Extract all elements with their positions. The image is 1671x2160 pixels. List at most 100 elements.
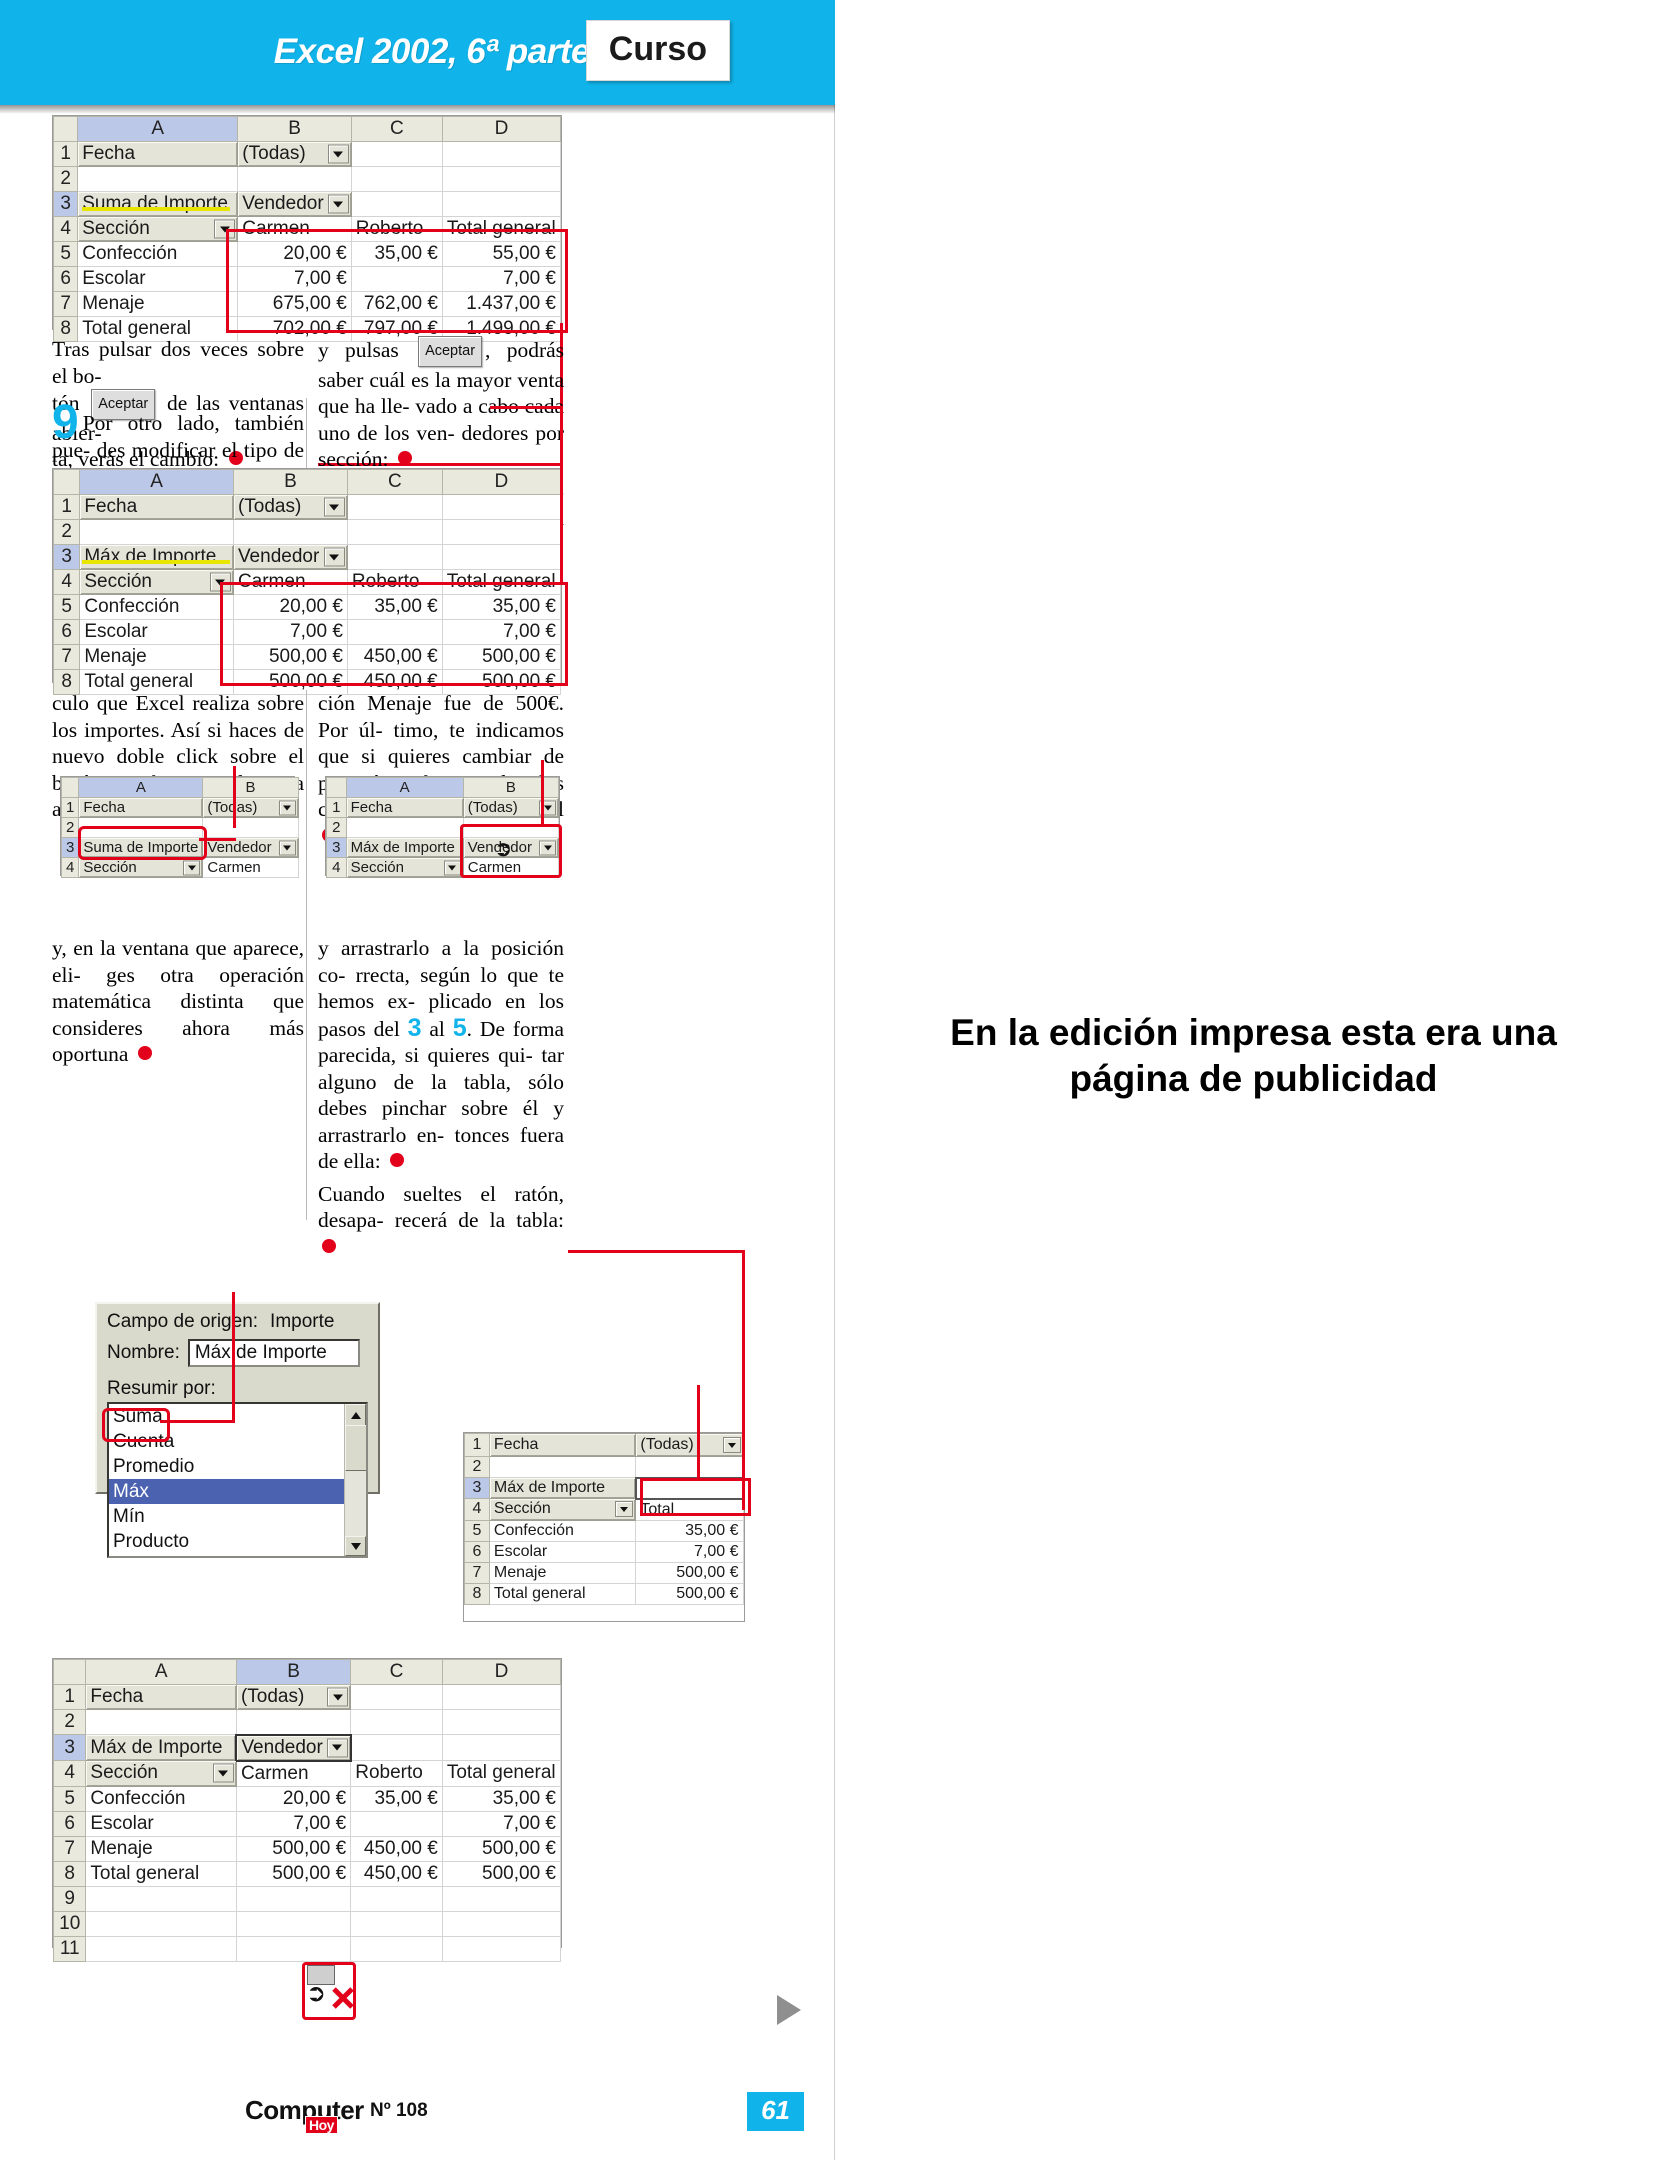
cell-b6[interactable]: 7,00 € bbox=[232, 619, 348, 645]
cell-b8[interactable]: 500,00 € bbox=[232, 669, 348, 695]
table-row[interactable]: 2 bbox=[52, 1709, 562, 1735]
cell-d7[interactable]: 500,00 € bbox=[441, 1835, 562, 1862]
scroll-down-button[interactable] bbox=[345, 1536, 366, 1556]
table-row[interactable]: 3 Máx de Importe bbox=[464, 1476, 745, 1500]
row-header-1[interactable]: 1 bbox=[52, 141, 79, 167]
cell-b3-vendedor[interactable]: Vendedor bbox=[232, 544, 348, 570]
cell-a5[interactable]: Confección bbox=[79, 594, 234, 620]
list-item[interactable]: Producto bbox=[113, 1531, 190, 1552]
table-row[interactable]: 3 Suma de Importe Vendedor bbox=[60, 837, 299, 858]
cell-a3-suma-de-importe[interactable]: Suma de Importe bbox=[77, 191, 239, 217]
row-header-2[interactable]: 2 bbox=[52, 519, 81, 545]
table-row[interactable]: 4 Sección Carmen Roberto Total general bbox=[52, 1760, 562, 1787]
cell-b4-total[interactable]: Total bbox=[635, 1498, 744, 1521]
cell-b2[interactable] bbox=[235, 1709, 352, 1735]
cell-a1[interactable]: Fecha bbox=[488, 1433, 637, 1457]
cell-b4[interactable]: Carmen bbox=[232, 569, 348, 595]
table-row[interactable]: 3 Máx de Importe Vendedor bbox=[52, 1733, 562, 1762]
cell-a2[interactable] bbox=[78, 817, 204, 838]
cell-b2[interactable] bbox=[202, 817, 299, 838]
cell-d5[interactable]: 35,00 € bbox=[441, 1785, 562, 1812]
dropdown-arrow-icon[interactable] bbox=[183, 860, 201, 875]
table-row[interactable]: 1 Fecha (Todas) bbox=[326, 797, 560, 818]
dropdown-arrow-icon[interactable] bbox=[214, 219, 236, 239]
cell-b7[interactable]: 675,00 € bbox=[237, 291, 352, 317]
cell-b3-empty-selected[interactable] bbox=[634, 1476, 745, 1500]
cell-b7[interactable]: 500,00 € bbox=[232, 644, 348, 670]
list-item[interactable]: Promedio bbox=[113, 1456, 195, 1477]
cell-c7[interactable]: 450,00 € bbox=[350, 1835, 443, 1862]
row-header-4[interactable]: 4 bbox=[52, 1760, 87, 1787]
row-header-4[interactable]: 4 bbox=[60, 857, 80, 878]
list-item[interactable]: Cuenta bbox=[113, 1431, 175, 1452]
cell-a4-seccion[interactable]: Sección bbox=[85, 1760, 237, 1787]
cell-d8[interactable]: 1.499,00 € bbox=[441, 316, 562, 342]
row-header-1[interactable]: 1 bbox=[60, 797, 80, 818]
list-item[interactable]: Mín bbox=[113, 1506, 145, 1527]
dropdown-arrow-icon[interactable] bbox=[209, 572, 231, 592]
table-row[interactable]: 8 Total general 702,00 € 797,00 € 1.499,… bbox=[52, 316, 562, 342]
table-row[interactable]: 8 Total general 500,00 € 450,00 € 500,00… bbox=[52, 669, 562, 695]
cell-b2[interactable] bbox=[462, 817, 560, 838]
cell-c1[interactable] bbox=[350, 1684, 443, 1710]
cell-a2[interactable] bbox=[85, 1709, 237, 1735]
row-header-7[interactable]: 7 bbox=[52, 291, 79, 317]
row-header-4[interactable]: 4 bbox=[52, 569, 81, 595]
cell-d11[interactable] bbox=[441, 1935, 562, 1962]
col-header-b[interactable]: B bbox=[235, 1659, 352, 1685]
dropdown-arrow-icon[interactable] bbox=[615, 1501, 634, 1518]
row-header-1[interactable]: 1 bbox=[326, 797, 347, 818]
cell-a1[interactable]: Fecha bbox=[78, 797, 204, 818]
cell-b1[interactable]: (Todas) bbox=[232, 494, 348, 520]
row-header-11[interactable]: 11 bbox=[52, 1935, 87, 1962]
table-row[interactable]: 2 bbox=[464, 1456, 744, 1478]
table-row[interactable]: 2 bbox=[52, 519, 562, 545]
cell-a4-seccion[interactable]: Sección bbox=[78, 857, 204, 878]
scrollbar-thumb[interactable] bbox=[345, 1425, 366, 1471]
cell-d3[interactable] bbox=[441, 544, 562, 570]
table-row[interactable]: 6 Escolar 7,00 € bbox=[464, 1540, 744, 1563]
cell-a1[interactable]: Fecha bbox=[79, 494, 234, 520]
table-row[interactable]: 6 Escolar 7,00 € 7,00 € bbox=[52, 619, 562, 645]
table-row[interactable]: 4 Sección Carmen Roberto Total general bbox=[52, 569, 562, 595]
cell-a3-max-de-importe[interactable]: Máx de Importe bbox=[488, 1477, 637, 1499]
row-header-2[interactable]: 2 bbox=[52, 1709, 87, 1735]
cell-a8[interactable]: Total general bbox=[79, 669, 234, 695]
cell-b1[interactable]: (Todas) bbox=[237, 141, 352, 167]
cell-a7[interactable]: Menaje bbox=[79, 644, 234, 670]
table-row[interactable]: 9 bbox=[52, 1885, 562, 1912]
table-row[interactable]: 1 Fecha (Todas) bbox=[60, 797, 299, 818]
table-row[interactable]: 10 bbox=[52, 1910, 562, 1937]
row-header-7[interactable]: 7 bbox=[52, 1835, 87, 1862]
dropdown-arrow-icon[interactable] bbox=[327, 194, 349, 214]
table-row[interactable]: 5 Confección 35,00 € bbox=[464, 1519, 744, 1542]
row-header-1[interactable]: 1 bbox=[52, 1684, 87, 1710]
row-header-4[interactable]: 4 bbox=[52, 216, 79, 242]
cell-b4[interactable]: Carmen bbox=[235, 1760, 352, 1787]
scroll-up-button[interactable] bbox=[345, 1404, 366, 1426]
cell-d2[interactable] bbox=[441, 166, 562, 192]
cell-c7[interactable]: 762,00 € bbox=[350, 291, 443, 317]
table-row[interactable]: 4 Sección Total bbox=[464, 1498, 744, 1521]
cell-b8[interactable]: 702,00 € bbox=[237, 316, 352, 342]
cell-b8[interactable]: 500,00 € bbox=[635, 1582, 744, 1605]
row-header-3[interactable]: 3 bbox=[60, 837, 80, 858]
cell-b3-vendedor[interactable]: Vendedor bbox=[202, 837, 299, 858]
table-row[interactable]: 4 Sección Carmen Roberto Total general bbox=[52, 216, 562, 242]
cell-b4[interactable]: Carmen bbox=[462, 857, 560, 878]
cell-a6[interactable]: Escolar bbox=[77, 266, 239, 292]
cell-c3[interactable] bbox=[350, 1734, 443, 1761]
cell-c5[interactable]: 35,00 € bbox=[350, 241, 443, 267]
cell-b1[interactable]: (Todas) bbox=[202, 797, 299, 818]
table-row[interactable]: 11 bbox=[52, 1935, 562, 1962]
table-row[interactable]: 1 Fecha (Todas) bbox=[52, 141, 562, 167]
row-header-4[interactable]: 4 bbox=[326, 857, 347, 878]
row-header-9[interactable]: 9 bbox=[52, 1885, 87, 1912]
dropdown-arrow-icon[interactable] bbox=[278, 800, 296, 815]
cell-b2[interactable] bbox=[237, 166, 352, 192]
row-header-2[interactable]: 2 bbox=[464, 1456, 490, 1478]
list-item-selected-max[interactable]: Máx bbox=[109, 1479, 366, 1504]
cell-a4-seccion[interactable]: Sección bbox=[488, 1498, 637, 1521]
cell-b4[interactable]: Carmen bbox=[202, 857, 299, 878]
table-row[interactable]: 4 Sección Carmen bbox=[60, 857, 299, 878]
